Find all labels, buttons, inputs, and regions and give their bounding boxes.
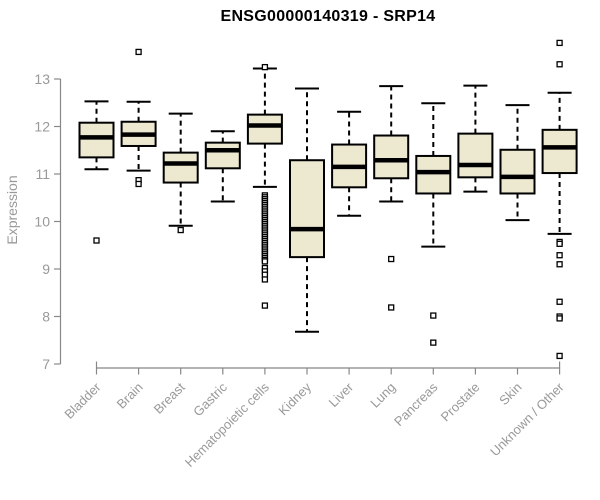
iqr-box xyxy=(246,113,283,145)
iqr-box xyxy=(415,154,452,195)
y-tick-label: 10 xyxy=(34,214,50,230)
outlier-point xyxy=(177,226,184,234)
y-tick-label: 13 xyxy=(34,71,50,87)
x-category-label-skin: Skin xyxy=(496,380,524,408)
y-tick-label: 9 xyxy=(42,261,50,277)
box-pancreas xyxy=(415,102,452,346)
x-category-label-breast: Breast xyxy=(151,379,188,416)
box-lung xyxy=(373,85,410,311)
outlier-point xyxy=(430,339,437,346)
y-axis-title: Expression xyxy=(4,175,20,244)
outlier-point xyxy=(261,276,269,283)
outlier-point xyxy=(93,237,100,244)
iqr-box xyxy=(204,141,241,170)
outlier-point xyxy=(556,252,563,259)
outlier-point xyxy=(135,180,142,188)
box-gastric xyxy=(204,130,241,203)
iqr-box xyxy=(373,134,410,180)
y-axis: 7 8 9 10 11 12 13 Expression xyxy=(4,71,62,372)
y-tick-label: 12 xyxy=(34,119,50,135)
iqr-box xyxy=(541,128,578,175)
outlier-point xyxy=(556,39,563,47)
iqr-box xyxy=(457,132,494,179)
outlier-point xyxy=(261,63,269,71)
y-tick-label: 7 xyxy=(42,356,50,372)
box-hematopoietic-cells xyxy=(246,63,283,309)
outlier-point xyxy=(556,61,563,68)
x-category-label-lung: Lung xyxy=(367,380,398,411)
outlier-point xyxy=(388,255,395,263)
x-category-label-bladder: Bladder xyxy=(61,379,104,422)
outlier-point xyxy=(556,352,563,360)
outlier-point xyxy=(388,304,395,311)
outlier-point xyxy=(261,302,269,309)
x-category-label-pancreas: Pancreas xyxy=(391,379,441,429)
box-brain xyxy=(120,48,157,188)
outlier-point xyxy=(556,298,563,305)
iqr-box xyxy=(78,121,115,159)
outlier-point xyxy=(556,315,563,322)
box-unknown-other xyxy=(541,39,578,360)
iqr-box xyxy=(289,159,325,259)
x-category-label-prostate: Prostate xyxy=(438,380,483,425)
outlier-point xyxy=(135,48,142,56)
x-category-label-gastric: Gastric xyxy=(190,379,230,419)
box-skin xyxy=(499,104,536,222)
chart-title: ENSG00000140319 - SRP14 xyxy=(220,8,435,25)
box-liver xyxy=(331,110,368,217)
box-prostate xyxy=(457,84,494,193)
outlier-point xyxy=(556,261,563,268)
iqr-box xyxy=(499,148,536,195)
outlier-point xyxy=(556,240,563,247)
box-kidney xyxy=(289,87,325,333)
outlier-point xyxy=(430,312,437,319)
y-tick-label: 11 xyxy=(35,166,50,182)
y-tick-label: 8 xyxy=(42,309,50,325)
x-category-label-unknown-other: Unknown / Other xyxy=(487,379,567,459)
outlier-point xyxy=(261,258,269,265)
box-bladder xyxy=(78,100,115,244)
x-category-label-brain: Brain xyxy=(114,380,146,412)
box-breast xyxy=(162,112,199,234)
x-category-label-liver: Liver xyxy=(326,379,357,410)
iqr-box xyxy=(162,151,199,184)
x-category-label-kidney: Kidney xyxy=(275,379,314,418)
